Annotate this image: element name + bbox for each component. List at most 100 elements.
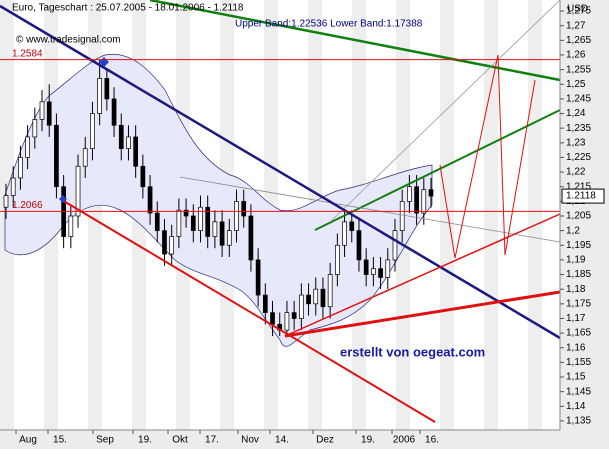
x-tick-label: Aug <box>19 435 37 446</box>
y-tick-label: 1,27 <box>566 20 586 31</box>
y-tick-label: 1,245 <box>566 94 591 105</box>
candle-body <box>371 268 376 275</box>
candle-body <box>147 186 153 214</box>
trend-line <box>329 0 561 223</box>
y-tick-label: 1,26 <box>566 50 586 61</box>
candle-body <box>140 165 146 188</box>
stripe <box>484 0 498 430</box>
candle-body <box>378 268 383 278</box>
candle-body <box>118 124 124 150</box>
candle-body <box>68 215 74 237</box>
x-tick-label: Nov <box>241 435 259 446</box>
candle-body <box>356 230 362 261</box>
candle-body <box>25 136 30 158</box>
candle-body <box>399 201 405 231</box>
candle-body <box>198 206 203 231</box>
y-tick-label: 1,17 <box>566 313 586 324</box>
candle-body <box>90 113 95 150</box>
level-label: 1.2066 <box>12 200 43 211</box>
bollinger-band <box>4 53 433 347</box>
x-tick-label: 15. <box>53 435 67 446</box>
candle-body <box>97 78 102 114</box>
candle-body <box>363 259 369 275</box>
x-tick-label: Dez <box>316 435 334 446</box>
candle-body <box>75 165 81 217</box>
y-tick-label: 1,255 <box>566 64 591 75</box>
trend-line <box>0 4 561 340</box>
y-tick-label: 1,215 <box>566 181 591 192</box>
candle-body <box>421 189 427 214</box>
x-tick-label: Okt <box>172 435 188 446</box>
y-tick-label: 1,23 <box>566 137 586 148</box>
x-tick-label: 14. <box>275 435 289 446</box>
candle-body <box>205 206 211 237</box>
y-tick-label: 1,14 <box>566 401 586 412</box>
candle-body <box>46 101 52 126</box>
candle-body <box>162 230 167 255</box>
y-tick-label: 1,16 <box>566 342 586 353</box>
chart-title: Euro, Tageschart : 25.07.2005 - 18.01.20… <box>12 3 244 14</box>
candle-body <box>82 148 88 167</box>
y-tick-label: 1,2 <box>566 225 580 236</box>
trend-line <box>149 0 561 82</box>
candle-body <box>176 209 182 237</box>
candle-body <box>111 98 117 126</box>
y-tick-label: 1,195 <box>566 240 591 251</box>
trend-line <box>179 176 561 243</box>
y-tick-label: 1,235 <box>566 123 591 134</box>
candle-body <box>313 288 319 305</box>
y-tick-label: 1,175 <box>566 298 591 309</box>
y-tick-label: 1,22 <box>566 167 586 178</box>
y-tick-label: 1,185 <box>566 269 591 280</box>
candle-body <box>262 294 268 313</box>
candle-body <box>154 212 160 231</box>
candle-body <box>32 119 38 138</box>
candle-body <box>291 312 297 319</box>
y-tick-label: 1,15 <box>566 372 586 383</box>
x-tick-label: Sep <box>96 435 114 446</box>
candle-body <box>414 186 419 214</box>
last-price-box <box>561 188 605 204</box>
x-tick-label: 17. <box>205 435 219 446</box>
trend-line <box>284 213 561 337</box>
candle-body <box>3 195 9 208</box>
candle-body <box>234 201 239 231</box>
candle-body <box>126 136 131 150</box>
candle-body <box>392 230 398 261</box>
candle-body <box>284 312 290 331</box>
trend-line <box>284 290 561 338</box>
x-tick-label: 2006 <box>393 435 416 446</box>
candle-body <box>219 221 225 246</box>
candle-body <box>10 177 16 196</box>
candle-body <box>169 236 175 255</box>
y-tick-label: 1,18 <box>566 284 586 295</box>
candle-body <box>248 215 254 261</box>
candle-body <box>327 274 333 308</box>
source: © www.tradesignal.com <box>16 35 121 46</box>
stripe <box>440 0 454 430</box>
candle-body <box>190 215 196 231</box>
x-axis-panel <box>0 430 609 449</box>
subtitle: Upper Band:1.22536 Lower Band:1.17388 <box>235 19 423 30</box>
y-tick-label: 1,155 <box>566 357 591 368</box>
annotation: erstellt von oegeat.com <box>340 344 485 359</box>
y-tick-label: 1,225 <box>566 152 591 163</box>
forecast-line <box>439 54 536 259</box>
candle-body <box>39 101 45 120</box>
y-tick-label: 1,275 <box>566 6 591 17</box>
candle-body <box>183 209 189 217</box>
y-tick-label: 1,19 <box>566 255 586 266</box>
candle-body <box>270 312 275 325</box>
candle-body <box>104 78 110 100</box>
candle-body <box>226 230 232 246</box>
candle-body <box>320 288 326 308</box>
candle-body <box>298 294 304 319</box>
y-axis-panel <box>560 0 609 449</box>
x-tick-label: 19. <box>361 435 375 446</box>
candle-body <box>241 201 247 217</box>
candle-body <box>407 186 412 202</box>
y-tick-label: 1,24 <box>566 108 586 119</box>
y-tick-label: 1,265 <box>566 35 591 46</box>
candle-body <box>342 221 347 246</box>
